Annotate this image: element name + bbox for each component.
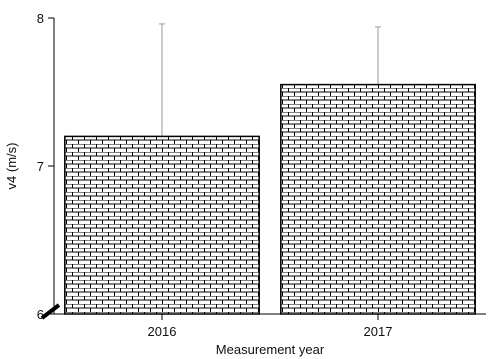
x-axis-title: Measurement year: [216, 342, 325, 357]
bar-2016: [64, 135, 260, 315]
y-ticks: 6 7 8: [37, 11, 54, 322]
bars: [64, 23, 476, 315]
y-tick-label: 7: [37, 159, 44, 174]
x-tick-label: 2016: [148, 324, 177, 339]
bar-2017: [280, 83, 476, 315]
y-tick-label: 6: [37, 307, 44, 322]
axis-break-mark: [40, 303, 61, 320]
x-tick-label: 2017: [364, 324, 393, 339]
y-axis-title: v4 (m/s): [4, 143, 19, 190]
x-ticks: 2016 2017: [148, 314, 393, 339]
y-tick-label: 8: [37, 11, 44, 26]
